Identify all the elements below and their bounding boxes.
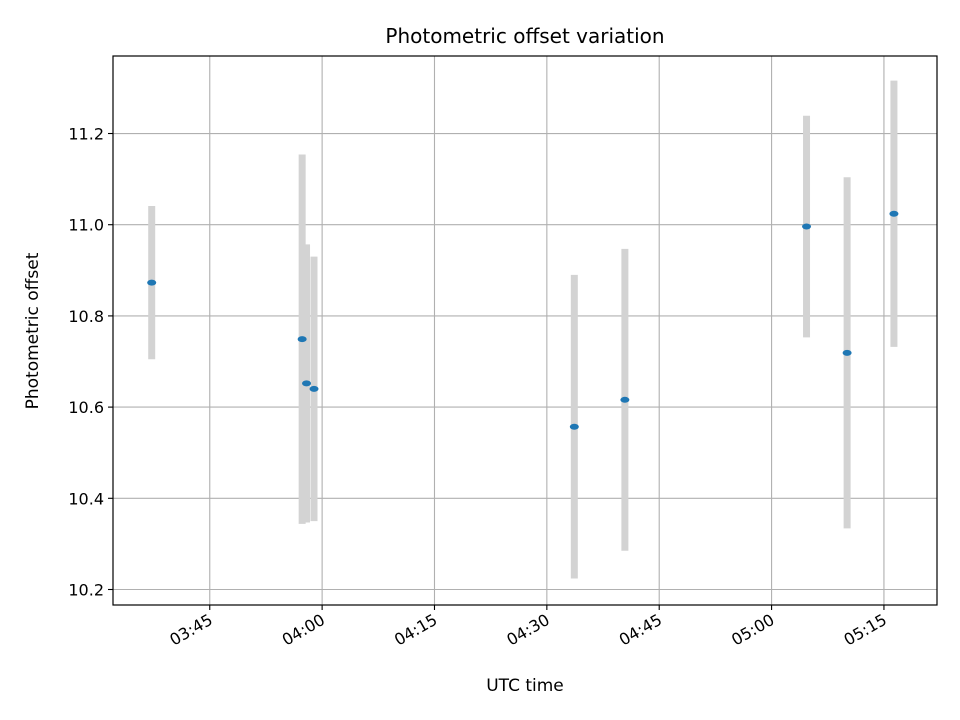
data-point bbox=[297, 336, 307, 343]
y-tick-label: 10.6 bbox=[68, 398, 104, 417]
y-tick-label: 11.0 bbox=[68, 216, 104, 235]
data-points bbox=[147, 210, 899, 430]
data-point bbox=[309, 385, 319, 392]
data-point bbox=[802, 223, 812, 230]
data-point bbox=[302, 380, 312, 387]
y-axis-label: Photometric offset bbox=[23, 252, 43, 409]
grid bbox=[113, 56, 937, 605]
data-point bbox=[842, 349, 852, 356]
plot-frame bbox=[112, 55, 938, 606]
data-point bbox=[569, 423, 579, 430]
data-point bbox=[889, 210, 899, 217]
y-tick-label: 11.2 bbox=[68, 125, 104, 144]
y-tick-label: 10.2 bbox=[68, 580, 104, 599]
chart-title: Photometric offset variation bbox=[385, 24, 664, 48]
y-axis-ticks: 10.2 10.4 10.6 10.8 11.0 11.2 bbox=[68, 125, 113, 599]
data-point bbox=[147, 279, 157, 286]
y-tick-label: 10.4 bbox=[68, 489, 104, 508]
data-point bbox=[620, 396, 630, 403]
y-tick-label: 10.8 bbox=[68, 307, 104, 326]
x-axis-label: UTC time bbox=[486, 676, 564, 696]
